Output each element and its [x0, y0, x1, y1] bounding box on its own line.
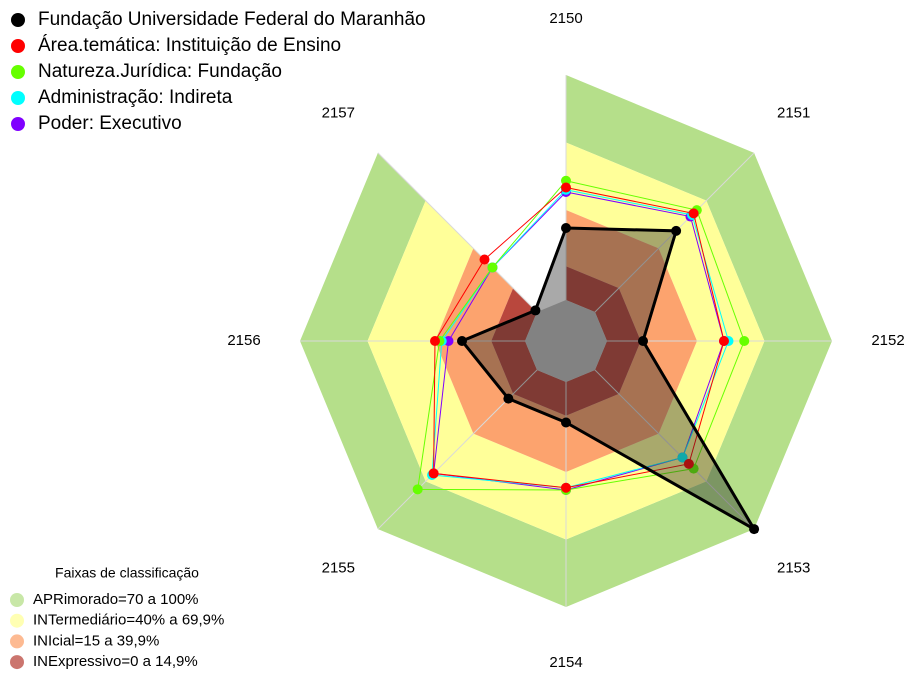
band-legend-label: INTermediário=40% a 69,9%: [33, 612, 224, 629]
spoke: [594, 369, 755, 530]
legend-label: Área.temática: Instituição de Ensino: [38, 35, 341, 56]
band-legend-label: INExpressivo=0 a 14,9%: [33, 653, 198, 670]
center: [525, 300, 607, 382]
series-point: [530, 305, 541, 316]
series-point: [683, 458, 694, 469]
series-point: [638, 336, 648, 346]
band-legend-marker: [10, 613, 24, 628]
series-point: [677, 452, 688, 463]
series-point: [561, 223, 571, 233]
series-point: [688, 208, 699, 219]
series-point: [503, 393, 514, 404]
axis-label: 2154: [549, 654, 582, 671]
spoke: [377, 152, 538, 313]
legend-marker: [11, 65, 25, 79]
series-point: [487, 262, 498, 273]
series-point: [561, 417, 571, 428]
band-legend-marker: [10, 593, 24, 607]
legend-marker: [11, 13, 25, 27]
band-legend-label: INIcial=15 a 39,9%: [33, 632, 159, 649]
series-point: [739, 336, 750, 346]
series-point: [719, 336, 729, 346]
axis-label: 2155: [322, 560, 355, 577]
series-point: [430, 336, 440, 346]
axis-label: 2152: [871, 332, 904, 349]
legend-label: Poder: Executivo: [38, 113, 182, 134]
legend-marker: [11, 91, 25, 105]
series-point: [671, 225, 682, 236]
series-point: [412, 484, 423, 495]
axis-label: 2157: [322, 104, 355, 121]
legend-marker: [11, 39, 25, 53]
series-point: [749, 524, 760, 535]
legend-marker: [11, 117, 25, 131]
axis-label: 2156: [227, 332, 260, 349]
series-point: [561, 182, 571, 193]
legend-label: Administração: Indireta: [38, 87, 233, 108]
axis-label: 2151: [777, 104, 810, 121]
series-point: [457, 336, 467, 346]
series-point: [561, 482, 571, 493]
band-legend-marker: [10, 634, 24, 649]
axis-label: 2153: [777, 560, 810, 577]
legend-label: Fundação Universidade Federal do Maranhã…: [38, 9, 426, 30]
series-point: [479, 254, 490, 265]
band-legend-label: APRimorado=70 a 100%: [33, 591, 199, 608]
series-point: [428, 468, 439, 479]
legend-label: Natureza.Jurídica: Fundação: [38, 61, 282, 82]
bands-title: Faixas de classificação: [55, 565, 199, 581]
band-legend-marker: [10, 655, 24, 670]
axis-label: 2150: [549, 10, 582, 27]
